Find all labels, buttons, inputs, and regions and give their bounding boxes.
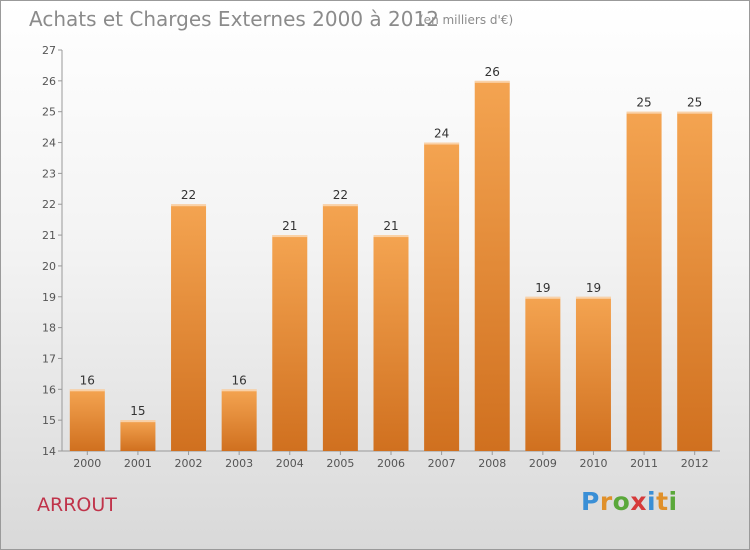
unit-note: (en milliers d'€) <box>419 13 514 27</box>
y-tick-label: 21 <box>42 229 56 242</box>
x-tick-label: 2004 <box>276 457 304 470</box>
value-label: 16 <box>80 373 95 387</box>
logo-letter: t <box>656 487 669 516</box>
x-tick-label: 2002 <box>175 457 203 470</box>
value-label: 15 <box>130 404 145 418</box>
commune-name: ARROUT <box>37 494 117 516</box>
value-label: 16 <box>232 373 247 387</box>
bar <box>221 389 257 451</box>
bar-highlight <box>373 235 409 238</box>
bar <box>626 111 662 451</box>
y-tick-label: 16 <box>42 383 56 396</box>
y-tick-label: 25 <box>42 106 56 119</box>
x-tick-label: 2012 <box>681 457 709 470</box>
x-tick-label: 2009 <box>529 457 557 470</box>
bar-highlight <box>221 389 257 392</box>
x-tick-label: 2006 <box>377 457 405 470</box>
bars <box>69 80 713 452</box>
bar <box>171 204 207 451</box>
x-tick-label: 2003 <box>225 457 253 470</box>
x-tick-label: 2011 <box>630 457 658 470</box>
bar-highlight <box>120 420 156 423</box>
x-tick-label: 2005 <box>326 457 354 470</box>
labels: 16 15 22 16 21 22 21 24 26 19 19 25 25 <box>80 65 703 418</box>
value-label: 21 <box>282 219 297 233</box>
y-tick-label: 18 <box>42 322 56 335</box>
y-tick-label: 19 <box>42 291 56 304</box>
y-tick-label: 26 <box>42 75 56 88</box>
bar <box>575 296 611 451</box>
y-tick-label: 24 <box>42 137 56 150</box>
bar <box>120 420 156 451</box>
y-tick-label: 17 <box>42 352 56 365</box>
bar <box>322 204 358 451</box>
bar-highlight <box>171 204 207 207</box>
logo-letter: i <box>647 487 657 516</box>
value-label: 22 <box>181 188 196 202</box>
y-tick-label: 23 <box>42 167 56 180</box>
y-tick-label: 14 <box>42 445 56 458</box>
bar <box>677 111 713 451</box>
bar <box>424 142 460 452</box>
bar-highlight <box>474 80 510 83</box>
logo-letter: P <box>581 487 600 516</box>
bar <box>69 389 105 451</box>
chart-title: Achats et Charges Externes 2000 à 2012 <box>29 7 439 31</box>
bar <box>474 80 510 451</box>
bar-highlight <box>626 111 662 114</box>
bar-highlight <box>677 111 713 114</box>
value-label: 22 <box>333 188 348 202</box>
bar <box>373 235 409 451</box>
bar <box>272 235 308 451</box>
y-tick-label: 20 <box>42 260 56 273</box>
value-label: 25 <box>687 96 702 110</box>
x-tick-label: 2000 <box>73 457 101 470</box>
y-tick-label: 15 <box>42 414 56 427</box>
value-label: 24 <box>434 127 449 141</box>
bar-highlight <box>69 389 105 392</box>
x-tick-label: 2010 <box>579 457 607 470</box>
logo-letter: o <box>612 487 631 516</box>
x-tick-label: 2008 <box>478 457 506 470</box>
value-label: 25 <box>636 96 651 110</box>
x-tick-label: 2001 <box>124 457 152 470</box>
x-tick-label: 2007 <box>428 457 456 470</box>
bar <box>525 296 561 451</box>
bar-highlight <box>322 204 358 207</box>
y-tick-label: 27 <box>42 44 56 57</box>
y-tick-label: 22 <box>42 198 56 211</box>
logo-letter: i <box>668 487 678 516</box>
bar-highlight <box>272 235 308 238</box>
bar-highlight <box>575 296 611 299</box>
value-label: 26 <box>485 65 500 79</box>
bar-highlight <box>525 296 561 299</box>
value-label: 21 <box>383 219 398 233</box>
proxiti-logo: Proxiti <box>581 487 678 516</box>
value-label: 19 <box>535 281 550 295</box>
value-label: 19 <box>586 281 601 295</box>
logo-letter: x <box>630 487 647 516</box>
logo-letter: r <box>599 487 613 516</box>
bar-highlight <box>424 142 460 145</box>
